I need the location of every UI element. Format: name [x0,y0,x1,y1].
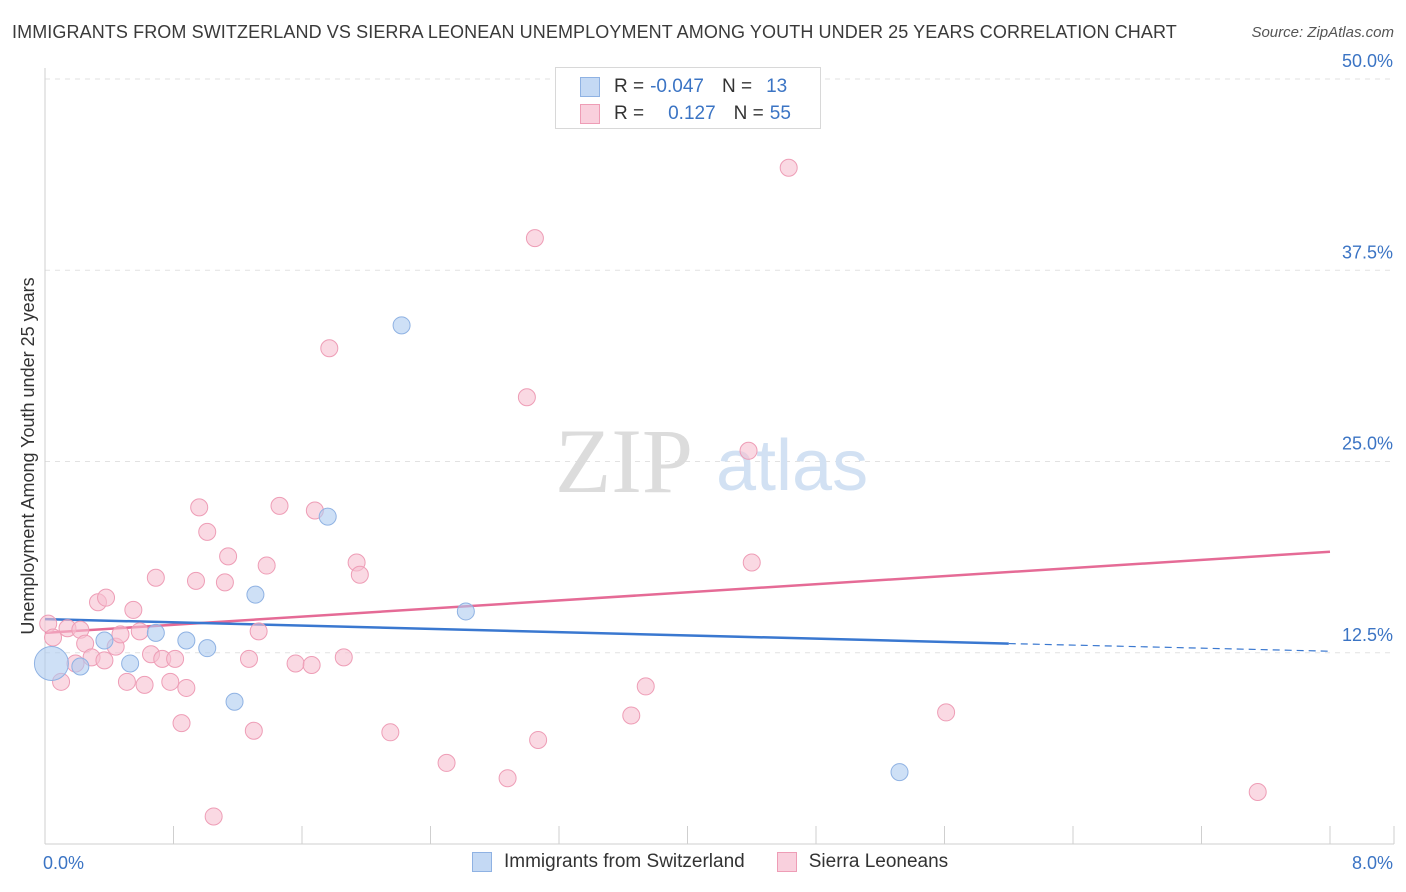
point-sierra-leoneans [350,565,369,584]
point-sierra-leoneans [779,158,798,177]
point-switzerland [71,657,90,676]
point-sierra-leoneans [739,441,758,460]
point-sierra-leoneans [249,622,268,641]
point-sierra-leoneans [320,339,339,358]
x-tick-label-max: 8.0% [1352,853,1393,873]
point-sierra-leoneans [622,706,641,725]
point-sierra-leoneans [219,547,238,566]
point-switzerland [146,623,165,642]
point-sierra-leoneans [135,675,154,694]
legend-r-label: R = [614,76,645,97]
point-sierra-leoneans [286,654,305,673]
point-switzerland [318,507,337,526]
point-sierra-leoneans [334,648,353,667]
point-switzerland [33,645,69,681]
series-legend-switzerland[interactable]: Immigrants from Switzerland [472,851,745,873]
point-sierra-leoneans [215,573,234,592]
series-swatch-pink [776,852,797,872]
correlation-legend: R = -0.047 N = 13 R = 0.127 N = 55 [555,67,821,129]
point-sierra-leoneans [204,807,223,826]
point-switzerland [121,654,140,673]
point-sierra-leoneans [437,753,456,772]
point-sierra-leoneans [937,703,956,722]
source-credit: Source: ZipAtlas.com [1251,24,1394,41]
y-tick-label: 37.5% [1342,242,1393,262]
y-tick-label: 50.0% [1342,51,1393,71]
point-switzerland [392,316,411,335]
axes [44,68,1395,845]
watermark-zip: ZIP [555,410,693,512]
point-sierra-leoneans [270,496,289,515]
series-label-switzerland: Immigrants from Switzerland [504,851,745,872]
legend-row-switzerland: R = -0.047 N = 13 [580,75,787,99]
point-sierra-leoneans [146,568,165,587]
legend-swatch-blue [580,77,600,97]
point-sierra-leoneans [161,672,180,691]
data-points [33,158,1267,826]
point-sierra-leoneans [239,649,258,668]
point-sierra-leoneans [117,672,136,691]
legend-swatch-pink [580,104,600,124]
legend-n-value: 13 [766,76,788,97]
point-sierra-leoneans [190,498,209,517]
point-sierra-leoneans [44,628,63,647]
point-sierra-leoneans [1248,782,1267,801]
point-sierra-leoneans [130,622,149,641]
point-sierra-leoneans [636,677,655,696]
point-sierra-leoneans [742,553,761,572]
point-sierra-leoneans [525,229,544,248]
point-switzerland [198,639,217,658]
point-sierra-leoneans [124,600,143,619]
series-label-sierra-leone: Sierra Leoneans [808,851,949,872]
point-sierra-leoneans [177,678,196,697]
axis-labels: 12.5% 25.0% 37.5% 50.0% 0.0% 8.0% Unemployment… [18,51,1393,873]
watermark: ZIP atlas [555,410,868,512]
point-sierra-leoneans [244,721,263,740]
point-switzerland [225,692,244,711]
y-tick-label: 25.0% [1342,434,1393,454]
series-swatch-blue [472,852,492,872]
point-sierra-leoneans [302,655,321,674]
point-switzerland [890,763,909,782]
series-legend: Immigrants from Switzerland Sierra Leone… [472,851,980,873]
grid-lines [45,78,1394,654]
point-switzerland [246,585,265,604]
point-sierra-leoneans [257,556,276,575]
point-sierra-leoneans [172,714,191,733]
point-sierra-leoneans [498,769,517,788]
watermark-atlas: atlas [716,426,868,506]
legend-r-value: -0.047 [650,76,704,97]
y-axis-title: Unemployment Among Youth under 25 years [18,277,38,634]
point-sierra-leoneans [186,571,205,590]
point-sierra-leoneans [95,651,114,670]
trend-line-switzerland [44,617,1009,645]
legend-r-value: 0.127 [668,103,716,124]
chart-title: IMMIGRANTS FROM SWITZERLAND VS SIERRA LE… [12,22,1177,42]
point-sierra-leoneans [529,730,548,749]
point-sierra-leoneans [198,522,217,541]
point-switzerland [95,631,114,650]
point-switzerland [177,631,196,650]
trend-lines [44,550,1331,652]
point-switzerland [456,602,475,621]
legend-n-label: N = [721,76,753,97]
trend-line-switzerland-extension [1008,642,1331,652]
y-tick-label: 12.5% [1342,625,1393,645]
trend-line-sierra-leoneans [44,550,1331,635]
legend-row-sierra-leone: R = 0.127 N = 55 [580,102,791,126]
point-sierra-leoneans [97,588,116,607]
point-sierra-leoneans [111,625,130,644]
series-legend-sierra-leone[interactable]: Sierra Leoneans [776,851,949,873]
x-tick-label-min: 0.0% [43,853,84,873]
legend-r-label: R = [614,103,645,124]
legend-n-value: 55 [769,103,791,124]
point-sierra-leoneans [381,723,400,742]
point-sierra-leoneans [517,388,536,407]
legend-n-label: N = [733,103,764,124]
point-sierra-leoneans [166,649,185,668]
